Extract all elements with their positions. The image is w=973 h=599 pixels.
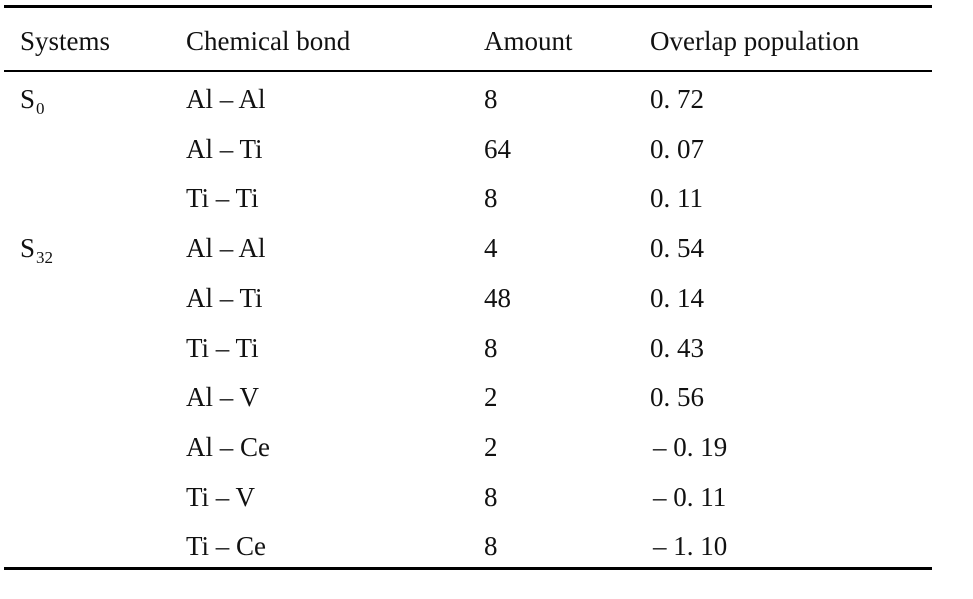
header-systems: Systems: [20, 26, 111, 56]
header-chemical-bond: Chemical bond: [186, 26, 351, 56]
system-cell: [20, 482, 21, 516]
bond-cell: Ti – V: [186, 482, 256, 512]
table-header-rule: [4, 70, 932, 72]
amount-cell: 8: [484, 84, 498, 114]
system-cell: [20, 333, 21, 367]
amount-cell: 2: [484, 382, 498, 412]
system-cell: [20, 432, 21, 466]
bond-cell: Al – Ti: [186, 134, 263, 164]
amount-cell: 48: [484, 283, 511, 313]
amount-cell: 8: [484, 531, 498, 561]
bond-cell: Ti – Ce: [186, 531, 267, 561]
amount-cell: 2: [484, 432, 498, 462]
overlap-population-cell: – 0. 11: [653, 482, 727, 512]
system-cell: [20, 283, 21, 317]
amount-cell: 8: [484, 183, 498, 213]
overlap-population-cell: 0. 43: [650, 333, 704, 363]
overlap-population-cell: 0. 14: [650, 283, 704, 313]
amount-cell: 4: [484, 233, 498, 263]
bond-cell: Al – Al: [186, 233, 266, 263]
system-label: S: [20, 84, 36, 114]
amount-cell: 8: [484, 333, 498, 363]
overlap-population-cell: 0. 07: [650, 134, 704, 164]
bond-cell: Ti – Ti: [186, 333, 259, 363]
system-subscript: 0: [36, 99, 45, 118]
overlap-population-cell: – 0. 19: [653, 432, 728, 462]
system-subscript: 32: [36, 248, 54, 267]
bond-cell: Al – Ce: [186, 432, 270, 462]
bond-cell: Al – Al: [186, 84, 266, 114]
overlap-population-cell: 0. 54: [650, 233, 704, 263]
amount-cell: 64: [484, 134, 511, 164]
overlap-population-cell: 0. 72: [650, 84, 704, 114]
system-cell: [20, 134, 21, 168]
system-cell: [20, 531, 21, 565]
system-cell: [20, 382, 21, 416]
header-amount: Amount: [484, 26, 573, 56]
bond-cell: Al – Ti: [186, 283, 263, 313]
overlap-population-cell: – 1. 10: [653, 531, 728, 561]
bond-cell: Al – V: [186, 382, 260, 412]
overlap-population-cell: 0. 56: [650, 382, 704, 412]
table-top-rule: [4, 5, 932, 8]
system-cell: S32: [20, 233, 53, 267]
bond-cell: Ti – Ti: [186, 183, 259, 213]
header-overlap-population: Overlap population: [650, 26, 860, 56]
system-cell: S0: [20, 84, 45, 118]
table-bottom-rule: [4, 567, 932, 570]
system-label: S: [20, 233, 36, 263]
overlap-population-cell: 0. 11: [650, 183, 703, 213]
amount-cell: 8: [484, 482, 498, 512]
system-cell: [20, 183, 21, 217]
